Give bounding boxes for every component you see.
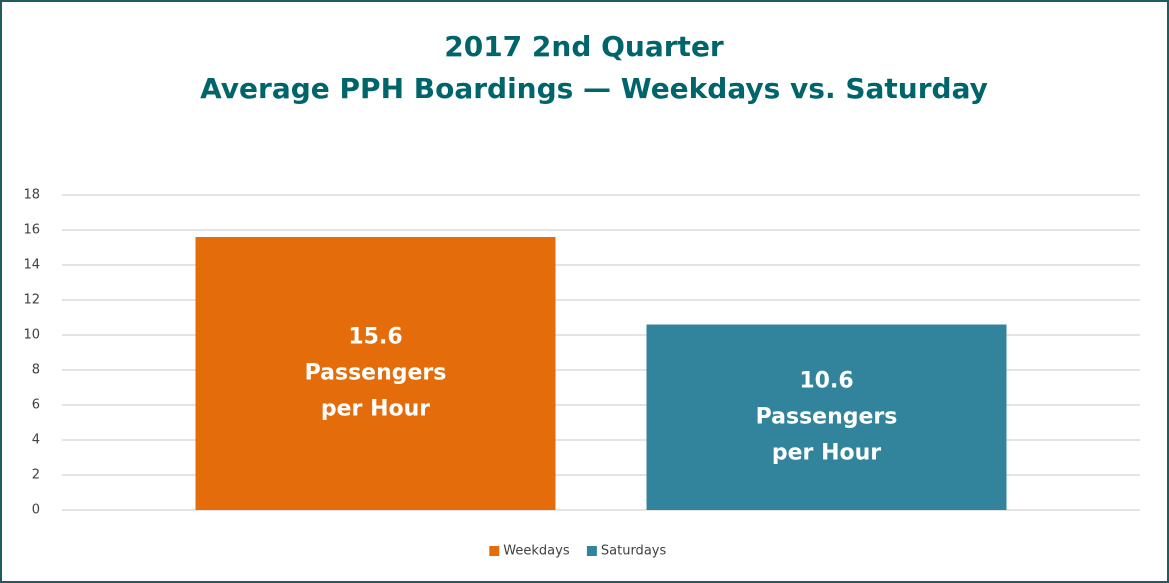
data-label: per Hour: [772, 440, 881, 465]
data-label: Passengers: [756, 404, 898, 429]
legend-label: Saturdays: [601, 544, 667, 559]
y-tick-label: 18: [23, 188, 40, 203]
data-label: 15.6: [348, 325, 402, 350]
bar: [646, 324, 1007, 510]
y-tick-label: 16: [23, 223, 40, 238]
legend-swatch: [489, 546, 500, 556]
legend-label: Weekdays: [503, 544, 570, 559]
legend-swatch: [586, 546, 597, 556]
y-tick-label: 2: [32, 468, 40, 483]
y-tick-label: 10: [23, 328, 40, 343]
y-tick-label: 8: [32, 363, 40, 378]
bar: [195, 237, 556, 510]
data-label: Passengers: [305, 361, 447, 386]
y-tick-label: 14: [23, 258, 40, 273]
data-label: per Hour: [321, 397, 430, 422]
chart-title: 2017 2nd Quarter: [444, 30, 724, 63]
y-tick-label: 6: [32, 398, 40, 413]
y-tick-label: 0: [32, 503, 40, 518]
data-label: 10.6: [799, 368, 853, 393]
chart-subtitle: Average PPH Boardings — Weekdays vs. Sat…: [200, 72, 988, 105]
y-tick-label: 4: [32, 433, 40, 448]
y-tick-label: 12: [23, 293, 40, 308]
